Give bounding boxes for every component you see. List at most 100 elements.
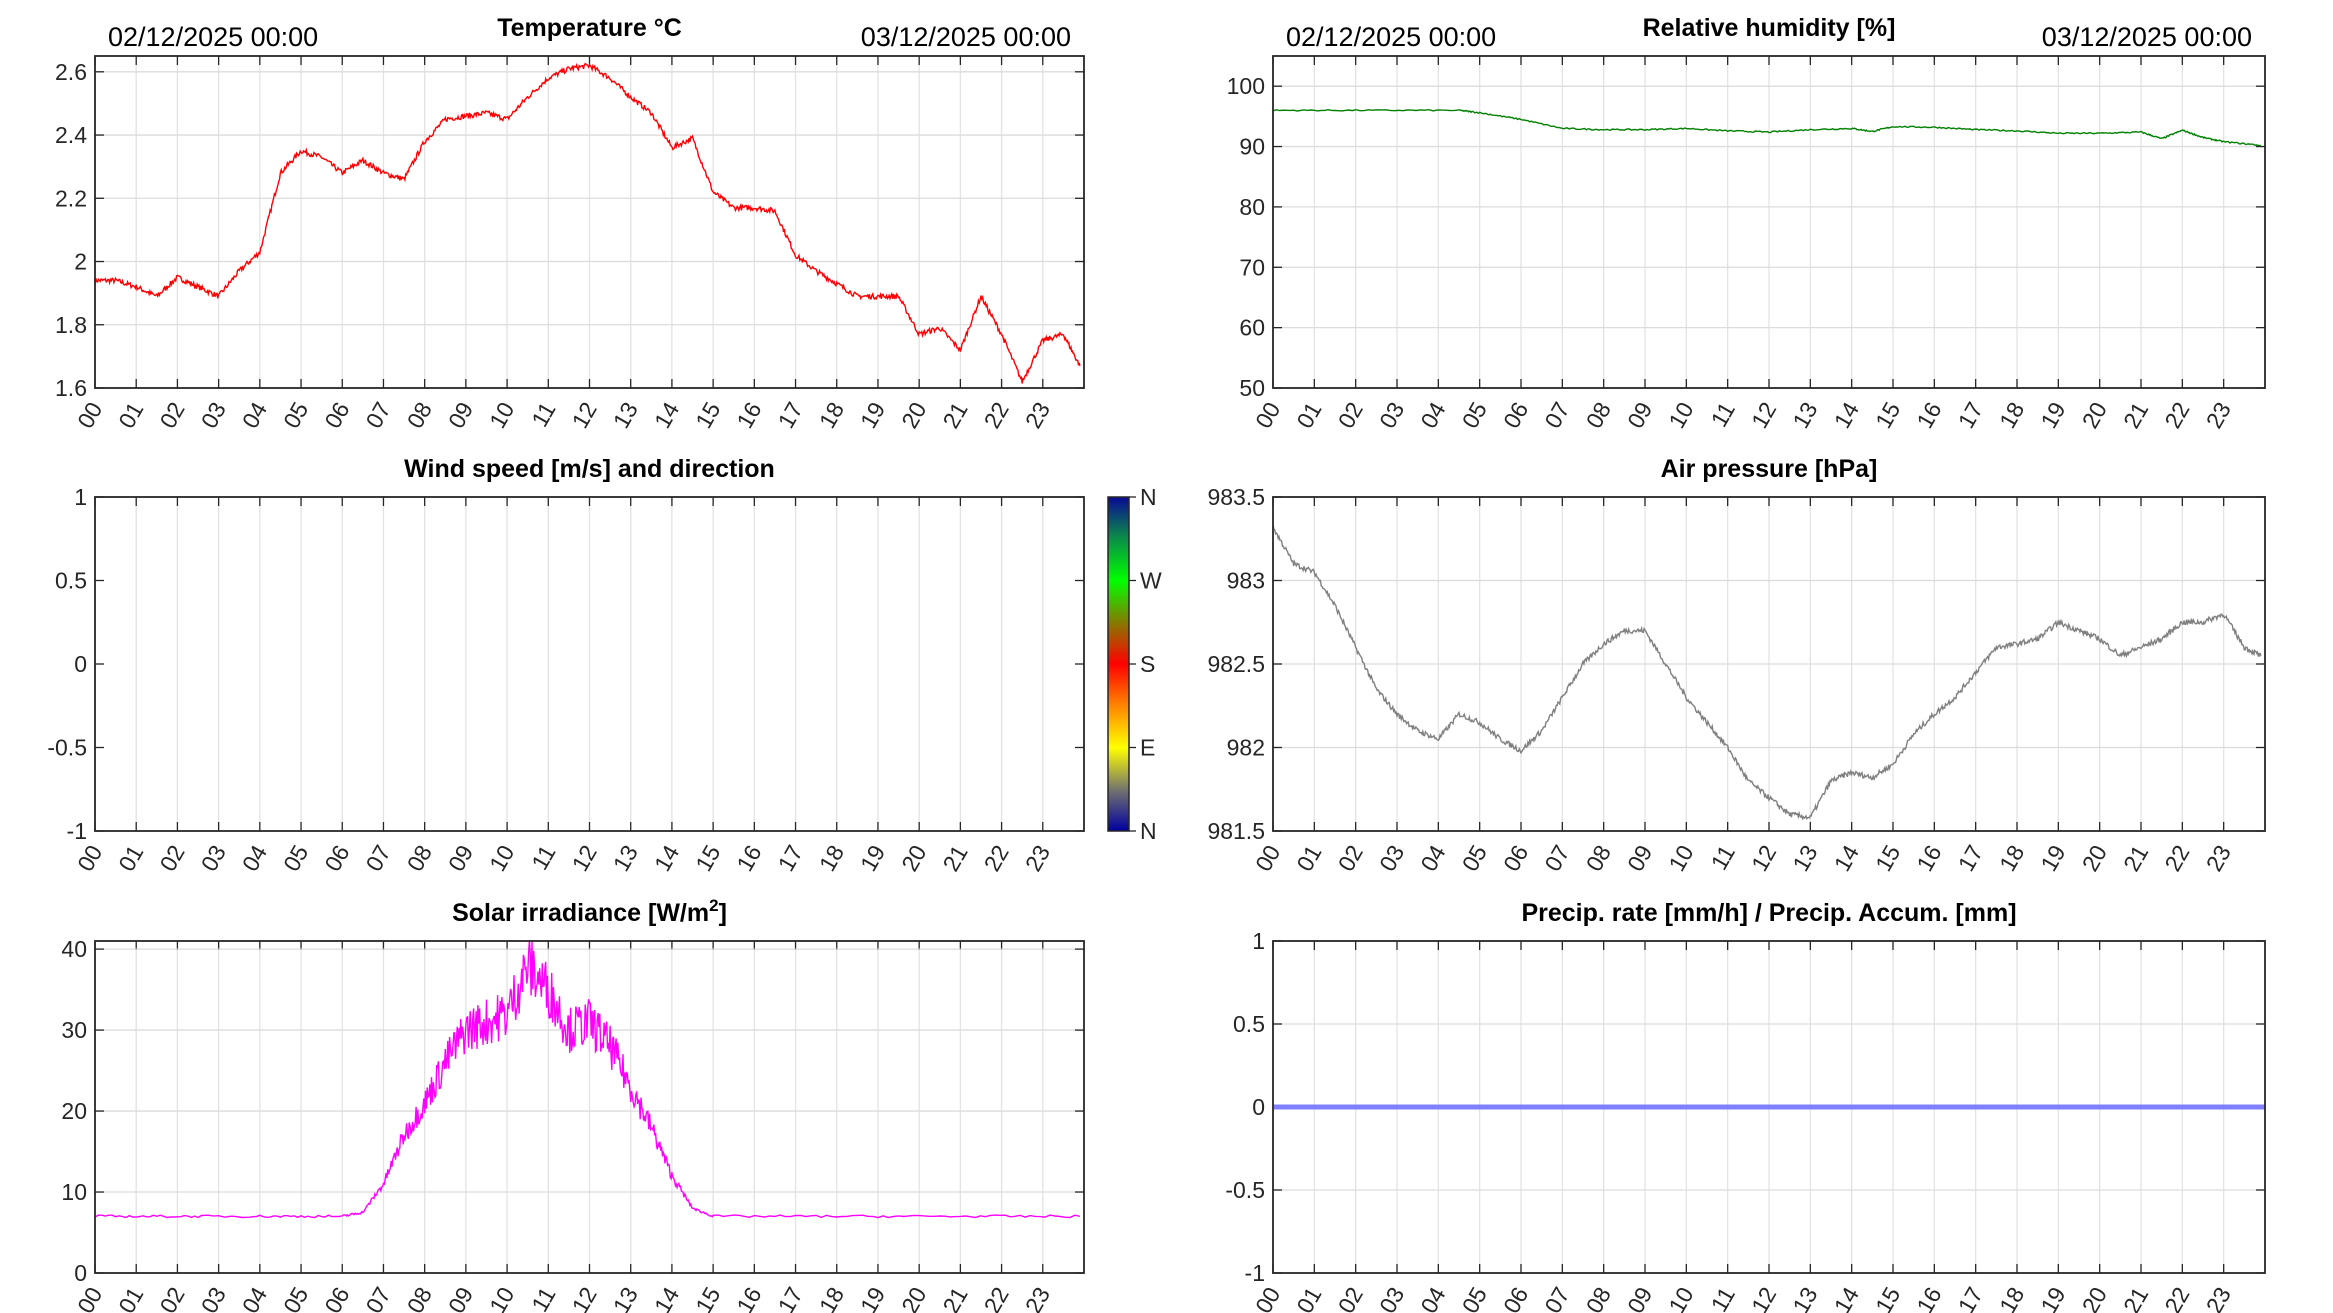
x-tick-label: 07 — [1539, 1283, 1574, 1313]
x-tick-label: 09 — [443, 841, 478, 876]
x-tick-label: 20 — [896, 841, 931, 876]
y-tick-label: 0.5 — [1233, 1011, 1265, 1037]
x-tick-label: 05 — [1457, 841, 1492, 876]
y-tick-label: 2.6 — [55, 59, 87, 85]
x-tick-label: 17 — [1953, 398, 1988, 433]
solar-series-line — [94, 940, 1081, 1219]
x-tick-label: 01 — [1291, 398, 1326, 433]
x-tick-label: 14 — [649, 840, 684, 875]
x-tick-label: 23 — [2201, 398, 2236, 433]
x-tick-label: 06 — [1498, 841, 1533, 876]
start-date: 02/12/2025 00:00 — [1286, 22, 1496, 52]
x-tick-label: 17 — [773, 1283, 808, 1313]
x-tick-label: 20 — [2077, 398, 2112, 433]
y-tick-label: 983.5 — [1207, 484, 1265, 510]
x-tick-label: 07 — [360, 398, 395, 433]
wind-chart: 00 01 02 03 04 05 06 07 08 09 10 11 12 13 14 15 16 17 18 19… — [47, 455, 1085, 876]
y-tick-label: 981.5 — [1207, 818, 1265, 844]
y-tick-label: 983 — [1227, 568, 1265, 594]
x-tick-label: 22 — [979, 840, 1014, 875]
x-tick-label: 02 — [154, 1283, 189, 1313]
solar-title: Solar irradiance [W/m2] — [452, 896, 727, 927]
x-tick-label: 13 — [608, 398, 643, 433]
y-tick-label: -1 — [67, 818, 87, 844]
pressure-title: Air pressure [hPa] — [1661, 455, 1878, 483]
precip-title: Precip. rate [mm/h] / Precip. Accum. [mm… — [1521, 899, 2016, 927]
y-tick-label: 100 — [1227, 73, 1265, 99]
x-tick-label: 03 — [196, 398, 231, 433]
x-tick-label: 06 — [319, 841, 354, 876]
x-tick-label: 12 — [1746, 1283, 1781, 1313]
x-tick-label: 19 — [855, 841, 890, 876]
x-tick-label: 13 — [608, 841, 643, 876]
x-tick-label: 18 — [1994, 1283, 2029, 1313]
y-tick-label: -0.5 — [47, 735, 87, 761]
x-tick-label: 00 — [72, 1283, 107, 1313]
x-tick-label: 22 — [979, 397, 1014, 432]
humidity-title: Relative humidity [%] — [1643, 14, 1896, 42]
y-tick-label: 982.5 — [1207, 651, 1265, 677]
y-tick-label: -1 — [1245, 1260, 1265, 1286]
end-date: 03/12/2025 00:00 — [861, 22, 1071, 52]
x-tick-label: 11 — [1706, 841, 1740, 875]
x-tick-label: 05 — [278, 398, 313, 433]
x-tick-label: 21 — [937, 398, 972, 433]
x-tick-label: 23 — [1020, 841, 1055, 876]
x-tick-label: 08 — [402, 1283, 437, 1313]
y-tick-label: 0.5 — [55, 568, 87, 594]
x-tick-label: 15 — [1870, 398, 1905, 433]
x-tick-label: 16 — [1911, 841, 1946, 876]
x-tick-label: 11 — [526, 841, 560, 875]
y-tick-label: 60 — [1239, 315, 1265, 341]
y-tick-label: 1 — [1252, 928, 1265, 954]
wind-direction-colorbar: N W S E N — [1107, 484, 1162, 844]
x-tick-label: 19 — [855, 1283, 890, 1313]
x-tick-label: 12 — [567, 1283, 602, 1313]
x-tick-label: 03 — [1374, 1283, 1409, 1313]
x-tick-label: 01 — [1291, 841, 1326, 876]
x-tick-label: 04 — [237, 1282, 272, 1313]
x-tick-label: 21 — [2118, 398, 2153, 433]
x-tick-label: 10 — [1663, 841, 1698, 876]
x-tick-label: 00 — [1250, 1283, 1285, 1313]
colorbar-label-s: S — [1140, 651, 1155, 677]
humidity-series-line — [1272, 108, 2262, 147]
y-tick-label: 2 — [74, 249, 87, 275]
y-tick-label: 1.8 — [55, 312, 87, 338]
x-tick-label: 09 — [443, 1283, 478, 1313]
x-tick-label: 17 — [1953, 841, 1988, 876]
y-tick-label: 1 — [74, 484, 87, 510]
x-tick-label: 07 — [1539, 841, 1574, 876]
colorbar-label-n: N — [1140, 818, 1157, 844]
x-tick-label: 00 — [1250, 841, 1285, 876]
axes-frame — [94, 55, 1085, 389]
x-tick-label: 10 — [1663, 398, 1698, 433]
temperature-title: Temperature °C — [497, 14, 682, 42]
x-tick-label: 08 — [1581, 1283, 1616, 1313]
start-date: 02/12/2025 00:00 — [108, 22, 318, 52]
x-tick-label: 01 — [113, 841, 148, 876]
y-tick-label: 0 — [1252, 1094, 1265, 1120]
x-tick-label: 08 — [402, 841, 437, 876]
x-tick-label: 07 — [360, 1283, 395, 1313]
x-tick-label: 06 — [319, 398, 354, 433]
x-tick-label: 11 — [1706, 398, 1740, 432]
solar-chart: 00 01 02 03 04 05 06 07 08 09 10 11 12 13 14 15 16 17 18 19… — [61, 896, 1085, 1313]
x-tick-label: 08 — [402, 398, 437, 433]
x-tick-label: 10 — [484, 1283, 519, 1313]
x-tick-label: 21 — [2118, 1283, 2153, 1313]
x-tick-label: 21 — [937, 1283, 972, 1313]
x-tick-label: 14 — [1829, 1282, 1864, 1313]
axes-frame — [1272, 55, 2266, 389]
x-tick-label: 16 — [731, 841, 766, 876]
y-tick-label: 0 — [74, 651, 87, 677]
x-tick-label: 06 — [1498, 1283, 1533, 1313]
temperature-series-line — [94, 62, 1081, 384]
x-tick-label: 04 — [1415, 1282, 1450, 1313]
x-tick-label: 13 — [1787, 841, 1822, 876]
x-tick-label: 12 — [1746, 398, 1781, 433]
x-tick-label: 04 — [237, 840, 272, 875]
y-tick-label: 40 — [61, 936, 87, 962]
x-tick-label: 19 — [855, 398, 890, 433]
